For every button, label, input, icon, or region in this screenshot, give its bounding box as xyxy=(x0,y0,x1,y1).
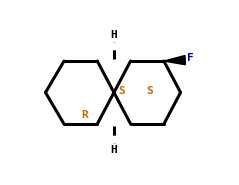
Text: S: S xyxy=(147,86,153,96)
Text: F: F xyxy=(187,53,194,63)
Text: H: H xyxy=(111,145,117,155)
Text: R: R xyxy=(81,110,88,120)
Polygon shape xyxy=(164,56,185,65)
Text: H: H xyxy=(111,30,117,40)
Text: S: S xyxy=(118,86,125,96)
